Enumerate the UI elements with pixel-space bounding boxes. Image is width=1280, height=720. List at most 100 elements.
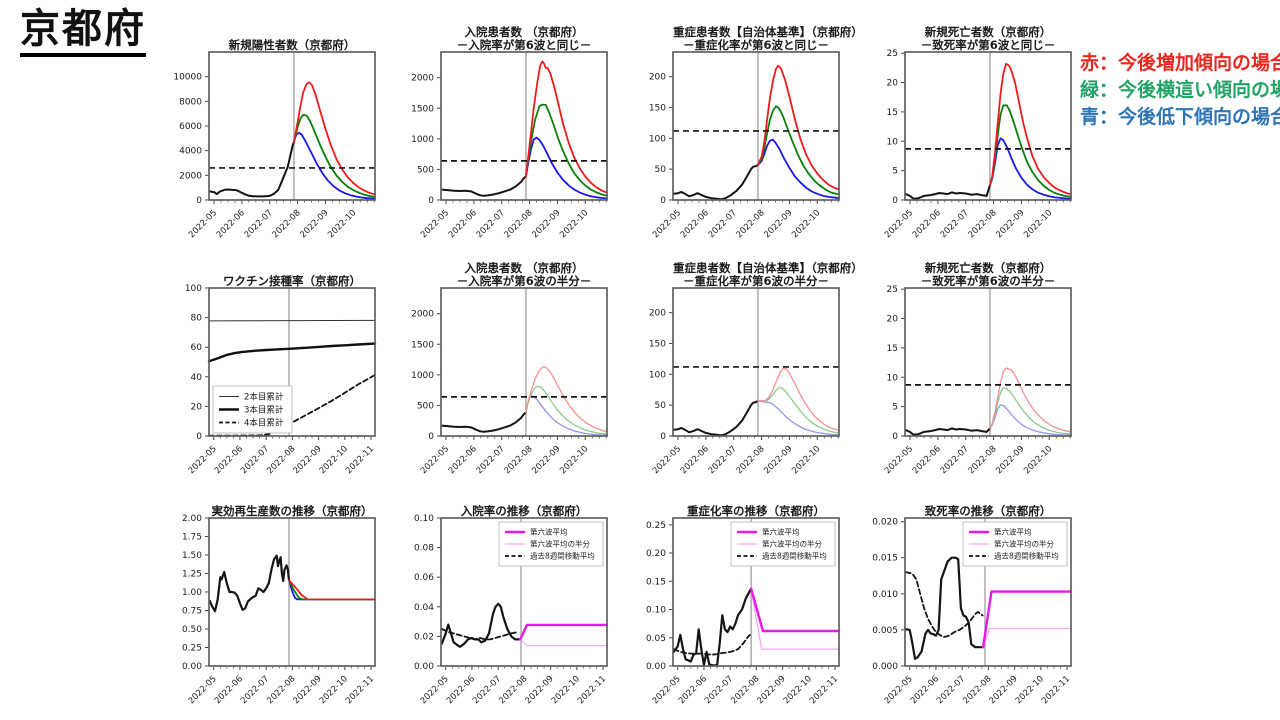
chart-title-line: －致死率が第6波の半分－: [920, 274, 1056, 288]
chart-deaths-wave6-half: 新規死亡者数（京都府） －致死率が第6波の半分－ 0 5 10 15 20 25 2022-05…: [857, 258, 1089, 488]
chart-severe-wave6-same: 重症患者数【自治体基準】（京都府） －重症化率が第6波と同じ－ 0 50 100 150 2…: [625, 22, 863, 252]
legend-line-decrease: 青：今後低下傾向の場合: [1080, 106, 1280, 128]
chart-title: 致死率の推移（京都府）: [905, 488, 1071, 518]
legend-entry-label: 2本目累計: [244, 391, 284, 402]
series-proj-decrease: [288, 579, 376, 601]
series-proj-flat-half: [525, 385, 608, 435]
chart-title-line: 実効再生産数の推移（京都府）: [211, 504, 373, 518]
legend-entry-label: 第六波平均の半分: [530, 539, 590, 549]
series-rate-history: [440, 602, 520, 648]
y-tick-label: 2000: [411, 310, 434, 320]
chart-deaths-wave6-same: 新規死亡者数（京都府） －致死率が第6波と同じ－ 0 5 10 15 20 25 2022-05…: [857, 22, 1089, 252]
series-proj-flat-half: [757, 387, 840, 434]
legend-entry-label: 過去8週間移動平均: [994, 551, 1059, 561]
x-tick-label: 2022-09: [762, 208, 794, 240]
chart-deaths-wave6-same-plot: 05101520252022-052022-062022-072022-0820…: [883, 49, 1072, 240]
x-tick-label: 2022-06: [679, 208, 711, 240]
x-tick-label: 2022-05: [651, 208, 683, 240]
legend-line-flat: 緑：今後横這い傾向の場合: [1080, 79, 1280, 101]
y-tick-label: 200: [649, 73, 666, 83]
series-history: [904, 184, 991, 200]
chart-fatality-rate-trend-plot: 0.0000.0050.0100.0150.0202022-052022-062…: [872, 517, 1073, 706]
scenario-color-legend: 赤：今後増加傾向の場合 緑：今後横這い傾向の場合 青：今後低下傾向の場合: [1080, 50, 1280, 131]
y-tick-label: 0.75: [182, 607, 202, 617]
y-tick-label: 0: [428, 432, 434, 442]
chart-title-line: 新規陽性者数（京都府）: [228, 38, 356, 52]
y-tick-label: 500: [417, 401, 434, 411]
chart-fatality-rate-trend: 致死率の推移（京都府） 0.000 0.005 0.010 0.015 0.020 2022…: [857, 488, 1089, 718]
x-tick-label: 2022-05: [883, 444, 915, 476]
chart-title: 入院患者数 （京都府） －入院率が第6波と同じ－: [441, 22, 607, 52]
y-tick-label: 0.00: [646, 662, 666, 672]
x-tick-label: 2022-07: [475, 208, 507, 240]
series-rate-history: [672, 587, 753, 667]
x-tick-label: 2022-06: [447, 444, 479, 476]
y-tick-label: 0.25: [182, 644, 202, 654]
y-tick-label: 15: [887, 108, 898, 118]
x-tick-label: 2022-06: [447, 208, 479, 240]
series-history: [672, 163, 759, 201]
y-tick-label: 10: [887, 137, 899, 147]
chart-title: 重症患者数【自治体基準】（京都府） －重症化率が第6波と同じ－: [673, 22, 863, 52]
legend-entry-label: 過去8週間移動平均: [530, 551, 595, 561]
legend-entry-label: 過去8週間移動平均: [762, 551, 827, 561]
series-proj-flat: [988, 104, 1072, 198]
y-tick-label: 0.10: [414, 514, 434, 524]
chart-title-line: －重症化率が第6波の半分－: [682, 274, 829, 288]
chart-title-line: 重症化率の推移（京都府）: [687, 504, 825, 518]
chart-title: 新規陽性者数（京都府）: [209, 22, 375, 52]
y-tick-label: 25: [887, 49, 898, 59]
chart-title: 重症患者数【自治体基準】（京都府） －重症化率が第6波の半分－: [673, 258, 863, 288]
y-tick-label: 150: [649, 340, 666, 350]
x-tick-label: 2022-07: [707, 208, 739, 240]
y-tick-label: 0.25: [646, 521, 666, 531]
x-tick-label: 2022-10: [326, 208, 358, 240]
x-tick-label: 2022-09: [994, 208, 1026, 240]
chart-hospitalized-wave6-half: 入院患者数 （京都府） －入院率が第6波の半分－ 0 500 1000 1500 2000 2…: [393, 258, 625, 488]
y-tick-label: 100: [649, 370, 666, 380]
series-proj-increase: [288, 579, 376, 601]
y-tick-label: 0: [892, 432, 898, 442]
y-tick-label: 200: [649, 309, 666, 319]
y-tick-label: 60: [191, 343, 203, 353]
chart-effective-reproduction-number: 実効再生産数の推移（京都府） 0.00 0.25 0.50 0.75 1.00 1.25 1.…: [161, 488, 393, 718]
x-tick-label: 2022-10: [558, 208, 590, 240]
x-tick-label: 2022-05: [187, 208, 219, 240]
x-tick-label: 2022-07: [243, 208, 275, 240]
chart-title: ワクチン接種率（京都府）: [209, 258, 375, 288]
series-wave6-half: [519, 638, 608, 647]
series-rate-history: [904, 556, 983, 660]
chart-title-line: －重症化率が第6波と同じ－: [682, 38, 829, 52]
chart-severe-wave6-same-plot: 0 50 100 150 200 2022-052022-062022-072022-08…: [649, 51, 840, 240]
chart-vaccination-rate: ワクチン接種率（京都府） 0 20 40 60 80 100 2022-05 2022-06 20…: [161, 258, 393, 488]
x-tick-label: 2022-11: [576, 674, 608, 706]
x-tick-label: 2022-05: [651, 444, 683, 476]
x-tick-label: 2022-11: [808, 674, 840, 706]
y-tick-label: 0: [196, 196, 202, 206]
y-tick-label: 0: [660, 432, 666, 442]
x-tick-label: 2022-09: [530, 444, 562, 476]
y-tick-label: 20: [887, 79, 899, 89]
y-tick-label: 0: [428, 196, 434, 206]
y-tick-label: 5: [892, 403, 898, 413]
series-proj-flat-half: [989, 387, 1072, 435]
legend-entry-label: 第六波平均: [762, 527, 800, 537]
y-tick-label: 2000: [411, 74, 434, 84]
x-tick-label: 2022-10: [1022, 444, 1054, 476]
x-tick-label: 2022-11: [344, 674, 376, 706]
series-history: [440, 411, 527, 433]
chart-title-line: 重症患者数【自治体基準】（京都府）: [673, 25, 863, 39]
y-tick-label: 0.08: [414, 544, 434, 554]
series-history: [440, 175, 527, 197]
series-proj-flat: [288, 579, 376, 601]
y-tick-label: 0.005: [872, 626, 898, 636]
series-moving-avg-8w: [440, 628, 520, 641]
series-proj-decrease-half: [757, 400, 840, 436]
y-tick-label: 20: [191, 402, 203, 412]
chart-title-line: 入院率の推移（京都府）: [460, 504, 588, 518]
chart-title-line: 新規死亡者数（京都府）: [924, 261, 1052, 275]
x-tick-label: 2022-07: [939, 444, 971, 476]
series-proj-increase-half: [989, 367, 1072, 433]
